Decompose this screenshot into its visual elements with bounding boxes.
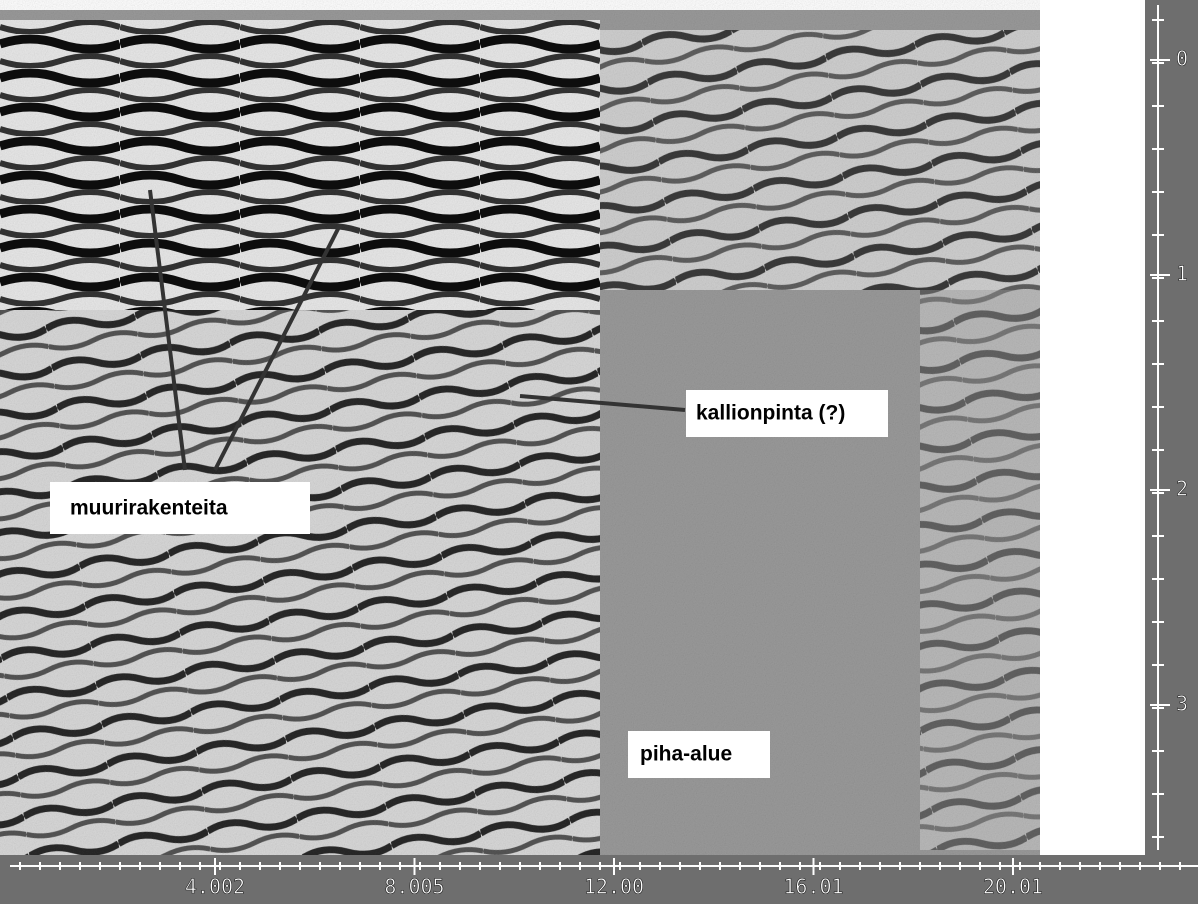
annotation-text: muurirakenteita [70,497,228,520]
annotation-kallionpinta: kallionpinta (?) [686,390,888,437]
x-tick-label: 4.002 [185,875,245,899]
x-axis [0,855,1198,904]
x-tick-label: 8.005 [384,875,444,899]
y-axis [1145,0,1198,855]
x-tick-label: 20.01 [983,875,1043,899]
annotation-lines [148,189,686,471]
annotation-muurirakenteita: muurirakenteita [50,482,310,534]
annotation-text: piha-alue [640,743,732,766]
x-tick-label: 12.00 [584,875,644,899]
y-tick-label: 0 [1176,47,1188,71]
x-tick-label: 16.01 [783,875,843,899]
y-tick-label: 1 [1176,262,1188,286]
y-tick-label: 3 [1176,692,1188,716]
annotation-text: kallionpinta (?) [696,402,845,425]
y-tick-label: 2 [1176,477,1188,501]
annotation-piha-alue: piha-alue [628,731,770,778]
